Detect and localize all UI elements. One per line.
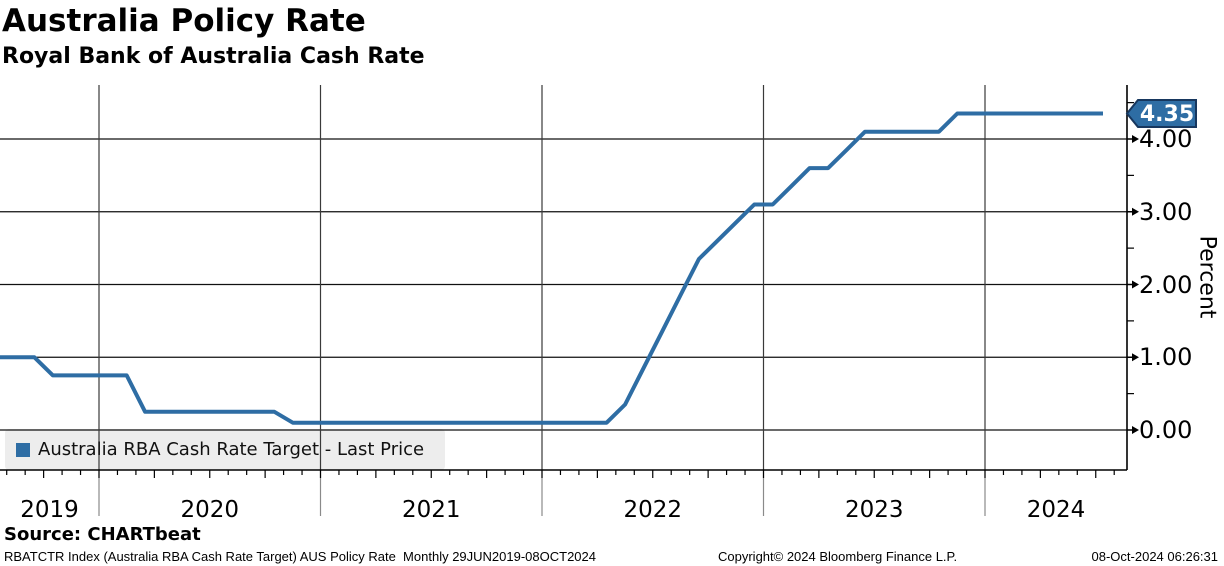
x-axis-year-label: 2020 [180,497,240,523]
y-axis-label: 3.00 [1139,197,1193,226]
x-axis-year-label: 2019 [20,497,79,523]
last-value-badge-label: 4.35 [1140,102,1194,127]
y-axis-label: 0.00 [1139,416,1193,444]
rate-line-series [0,111,1103,425]
page-subtitle: Royal Bank of Australia Cash Rate [2,44,425,69]
y-axis-title: Percent [1194,235,1220,319]
footer-datetime: 08-Oct-2024 06:26:31 [1091,549,1218,564]
x-axis-year-label: 2024 [1026,497,1086,523]
y-tick-arrow-icon [1132,135,1139,143]
footer-ticker-info: RBATCTR Index (Australia RBA Cash Rate T… [4,549,596,564]
x-axis-year-label: 2021 [401,497,461,523]
x-axis-year-label: 2023 [844,497,904,523]
x-axis-year-label: 2022 [623,497,683,523]
page-title: Australia Policy Rate [2,3,366,39]
y-tick-arrow-icon [1132,207,1139,216]
y-axis-label: 4.00 [1139,125,1193,153]
legend: Australia RBA Cash Rate Target - Last Pr… [5,429,445,470]
y-tick-arrow-icon [1132,426,1139,434]
y-tick-arrow-icon [1132,353,1139,362]
footer-copyright: Copyright© 2024 Bloomberg Finance L.P. [718,549,958,564]
y-tick-arrow-icon [1132,280,1139,289]
last-value-badge [1125,99,1197,129]
legend-swatch-icon [16,442,30,457]
footer-source: Source: CHARTbeat [4,524,201,545]
legend-label: Australia RBA Cash Rate Target - Last Pr… [38,439,425,460]
legend-box [5,429,445,470]
y-axis-label: 1.00 [1139,343,1193,372]
